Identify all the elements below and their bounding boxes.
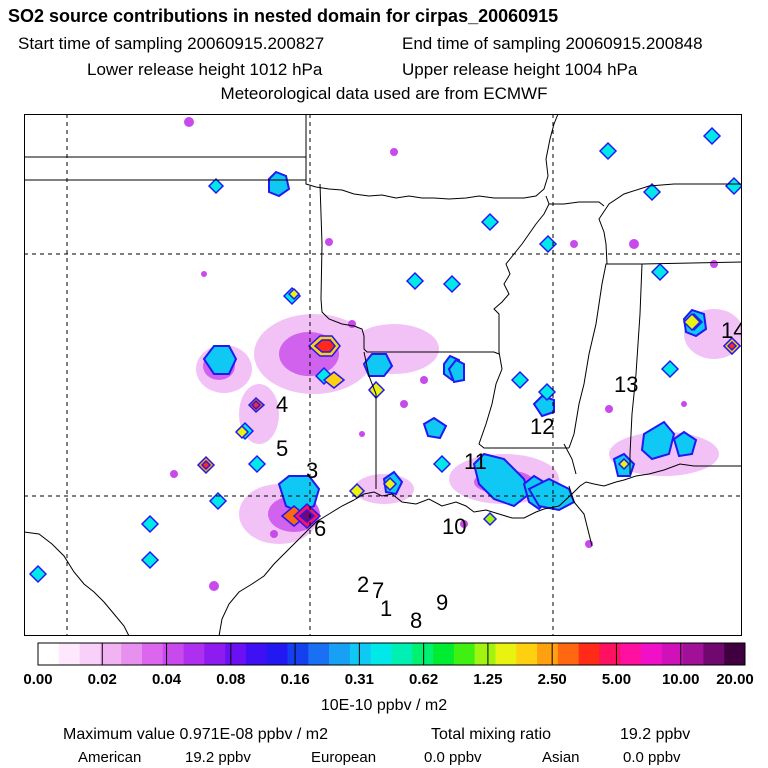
mississippi-coast [568,485,593,547]
color-scale-cell [620,643,642,665]
site-label-13: 13 [614,372,638,397]
color-scale-tick-label: 10.00 [662,671,700,688]
map-frame [24,114,742,636]
color-scale-tick-labels: 0.00 0.02 0.04 0.08 0.16 0.31 0.62 1.25 2.50 5.00… [23,643,754,688]
color-scale-cell [370,643,392,665]
color-scale-cell [308,643,330,665]
color-scale-cell [349,643,371,665]
color-scale-cell [641,643,663,665]
site-label-11: 11 [464,449,487,474]
color-scale-tick-label: 0.00 [23,671,52,688]
site-label-3: 3 [306,458,318,483]
color-scale-cell [287,643,309,665]
color-scale-cell [266,643,288,665]
color-scale-tick-label: 5.00 [602,671,631,688]
total-mixing-label: Total mixing ratio [431,726,552,743]
color-scale-cell [537,643,559,665]
site-label-9: 9 [436,590,448,615]
color-scale-tick-label: 0.08 [216,671,245,688]
max-value-label: Maximum value 0.971E-08 ppbv / m2 [63,726,329,743]
mexico-border [24,531,130,636]
color-scale-cell [599,643,621,665]
color-scale-cell [474,643,496,665]
coastline [353,463,742,519]
texas-coast [218,499,355,636]
color-scale-cell [682,643,704,665]
end-time-label: End time of sampling 20060915.200848 [402,34,703,53]
european-value: 0.0 ppbv [424,749,482,766]
asian-label: Asian [542,749,580,766]
site-label-6: 6 [314,516,326,541]
lower-release-label: Lower release height 1012 hPa [87,60,323,79]
color-scale-cell [141,643,164,665]
american-label: American [78,749,142,766]
site-label-5: 5 [276,436,288,461]
american-value: 19.2 ppbv [185,749,251,766]
color-scale-cell [183,643,205,665]
color-scale-tick-label: 1.25 [473,671,502,688]
color-scale-cell [79,643,101,665]
color-scale-cell [162,643,184,665]
site-label-2: 2 [357,572,369,597]
color-scale-tick-label: 0.31 [345,671,374,688]
color-scale-cell [578,643,600,665]
color-scale-cell [58,643,80,665]
color-scale-cell [495,643,517,665]
color-scale-cell [121,643,143,665]
color-scale-cell [661,643,683,665]
lat-lon-grid [24,114,742,636]
site-label-7: 7 [372,578,384,603]
site-label-14: 14 [721,318,742,343]
color-scale-cell [204,643,226,665]
color-scale-cell [225,643,247,665]
total-mixing-value: 19.2 ppbv [620,726,691,743]
color-scale-cell [329,643,351,665]
color-scale-tick-label: 0.02 [88,671,117,688]
site-label-4: 4 [276,392,288,417]
concentration-field [28,117,742,591]
color-scale-cell [516,643,538,665]
color-scale-cells [38,643,746,665]
color-scale-unit: 10E-10 ppbv / m2 [321,697,447,714]
color-scale-tick-label: 2.50 [538,671,567,688]
color-scale-cell [412,643,434,665]
site-label-8: 8 [410,608,422,633]
site-label-12: 12 [530,414,554,439]
color-scale-cell [38,643,60,665]
map-panel: 4 5 3 6 11 10 12 13 14 2 7 1 8 9 [24,114,742,636]
start-time-label: Start time of sampling 20060915.200827 [18,34,325,53]
color-scale-cell [100,643,122,665]
color-scale-cell [453,643,475,665]
state-borders [24,114,742,489]
met-data-label: Meteorological data used are from ECMWF [220,84,548,103]
color-scale-tick-label: 0.62 [409,671,438,688]
color-scale-cell [724,643,746,665]
upper-release-label: Upper release height 1004 hPa [402,60,638,79]
color-scale-cell [245,643,268,665]
site-label-1: 1 [380,596,392,621]
color-scale-tick-label: 0.04 [152,671,182,688]
color-scale-cell [557,643,579,665]
site-label-10: 10 [442,514,466,539]
color-scale-cell [433,643,455,665]
color-scale-cell [703,643,725,665]
color-scale: 0.00 0.02 0.04 0.08 0.16 0.31 0.62 1.25 2.50 5.00… [23,642,754,714]
asian-value: 0.0 ppbv [623,749,681,766]
color-scale-tick-label: 0.16 [280,671,309,688]
chart-title: SO2 source contributions in nested domai… [8,6,559,26]
european-label: European [311,749,377,766]
color-scale-cell [391,643,413,665]
color-scale-tick-label: 20.00 [716,671,754,688]
site-labels: 4 5 3 6 11 10 12 13 14 2 7 1 8 9 [276,318,742,633]
